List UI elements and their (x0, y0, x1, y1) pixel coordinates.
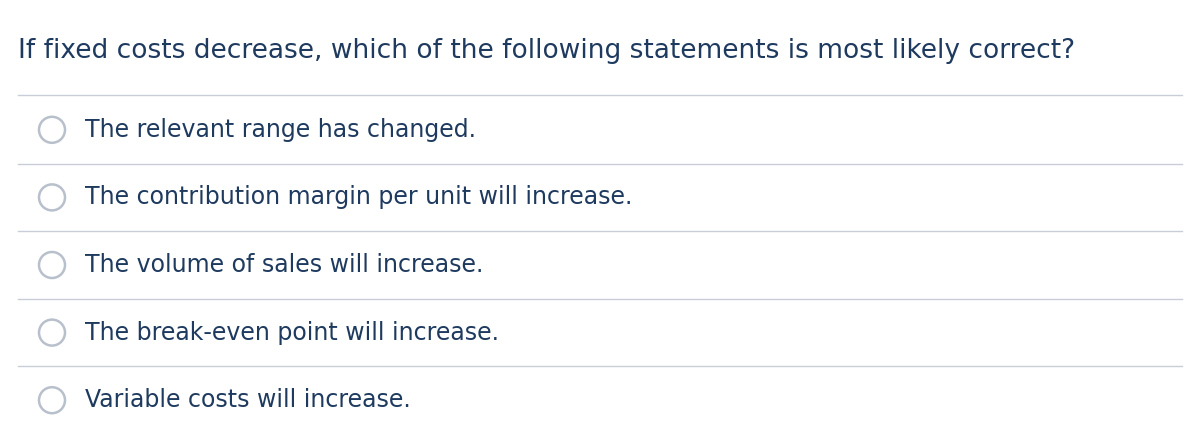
Text: If fixed costs decrease, which of the following statements is most likely correc: If fixed costs decrease, which of the fo… (18, 38, 1075, 64)
Text: The relevant range has changed.: The relevant range has changed. (85, 118, 476, 142)
Text: Variable costs will increase.: Variable costs will increase. (85, 388, 410, 412)
Text: The break-even point will increase.: The break-even point will increase. (85, 320, 499, 345)
Text: The contribution margin per unit will increase.: The contribution margin per unit will in… (85, 185, 632, 210)
Text: The volume of sales will increase.: The volume of sales will increase. (85, 253, 484, 277)
